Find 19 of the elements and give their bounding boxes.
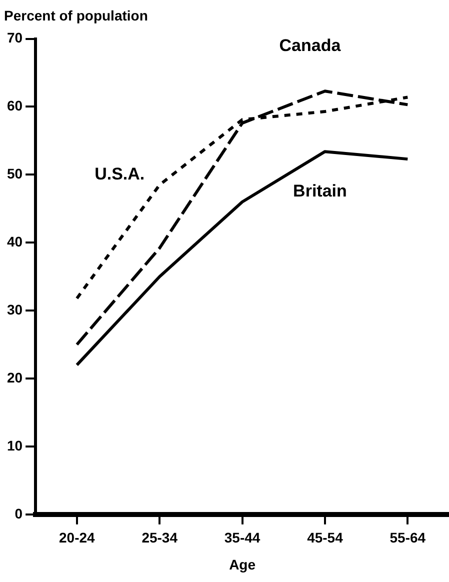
y-tick-label: 20 bbox=[6, 369, 23, 386]
text: Canada bbox=[279, 36, 342, 55]
line-series bbox=[75, 90, 410, 346]
y-tick-label: 30 bbox=[6, 301, 23, 318]
x-tick-label: 20-24 bbox=[59, 530, 96, 546]
y-tick-label: 50 bbox=[6, 166, 23, 182]
y-tick-label: 40 bbox=[6, 233, 23, 250]
x-tick-label: 55-64 bbox=[390, 530, 426, 546]
chart-title: Percent of population bbox=[4, 7, 148, 24]
x-tick-label: 35-44 bbox=[224, 530, 260, 546]
x-tick-label: 45-54 bbox=[307, 530, 344, 546]
y-tick-label: 0 bbox=[14, 505, 23, 522]
y-tick-label: 70 bbox=[6, 30, 23, 46]
y-tick-label: 10 bbox=[6, 437, 23, 454]
x-axis-title: Age bbox=[229, 556, 256, 572]
series-label: Britain bbox=[293, 181, 347, 200]
y-tick-label: 60 bbox=[6, 98, 23, 114]
series-label: U.S.A. bbox=[94, 164, 145, 184]
x-tick-label: 25-34 bbox=[142, 530, 178, 546]
